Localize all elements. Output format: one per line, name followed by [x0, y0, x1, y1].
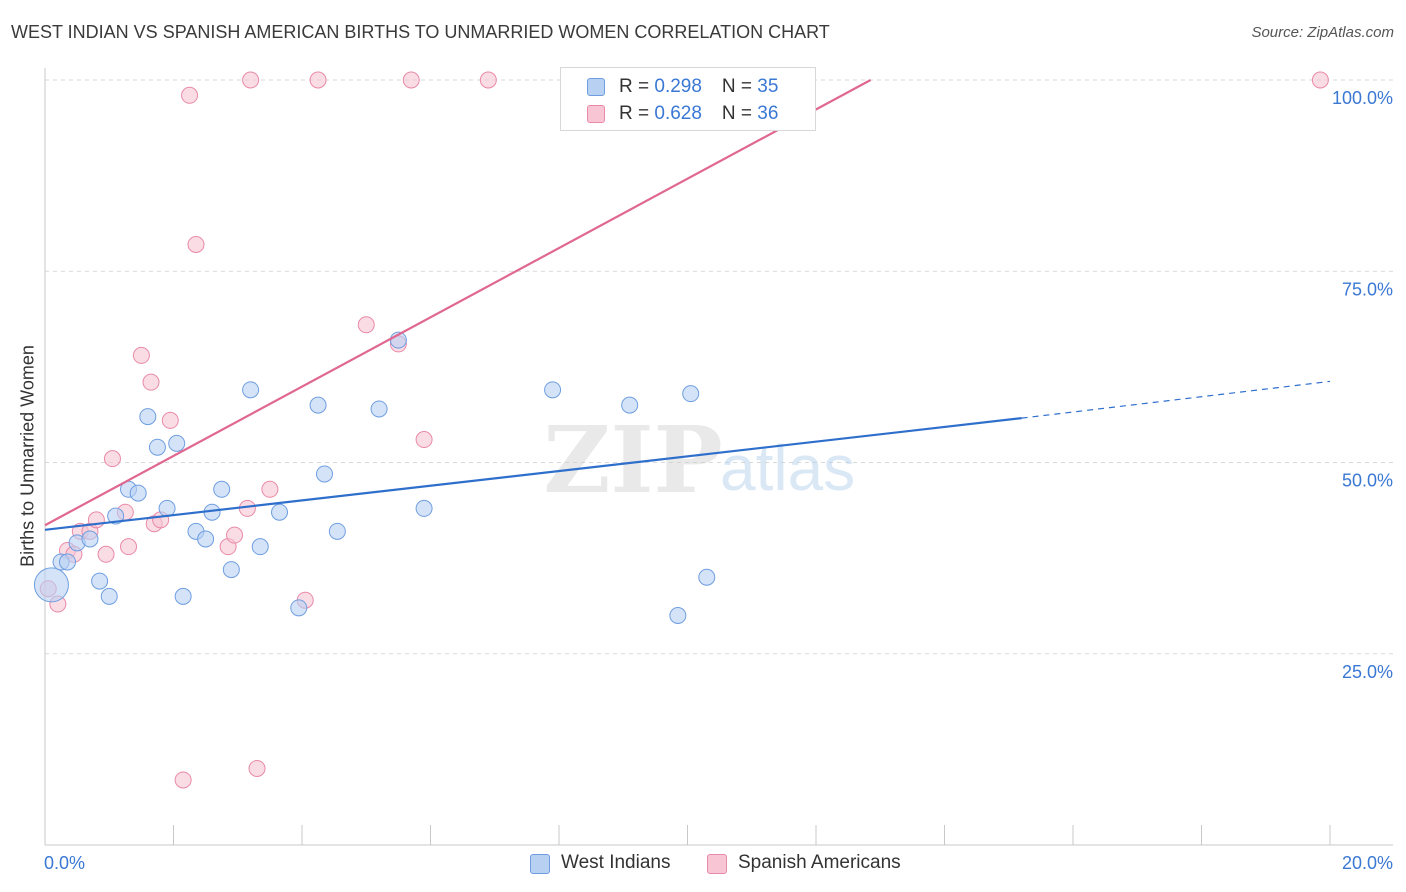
- gridlines: [45, 79, 1393, 655]
- legend-n-value: 35: [757, 76, 779, 97]
- west-indian-point: [682, 385, 700, 403]
- spanish-american-point: [181, 86, 199, 104]
- west-indian-point: [107, 507, 125, 525]
- west-indian-point: [242, 381, 260, 399]
- spanish-american-point: [132, 346, 150, 364]
- west-indian-point: [58, 553, 76, 571]
- spanish-american-point: [357, 316, 375, 334]
- west-indian-trend-extension: [1021, 380, 1331, 419]
- y-tick-label: 25.0%: [1342, 662, 1393, 682]
- west-indian-point: [370, 400, 388, 418]
- source-credit: Source: ZipAtlas.com: [1251, 24, 1394, 41]
- west-indian-point: [197, 530, 215, 548]
- west-indian-point: [33, 567, 69, 603]
- axes: [44, 68, 1393, 846]
- spanish-american-point: [402, 71, 420, 89]
- legend-r-value: 0.628: [654, 103, 702, 124]
- legend-item-spanish-americans[interactable]: Spanish Americans: [707, 851, 927, 877]
- x-tick-label: 20.0%: [1342, 853, 1393, 873]
- watermark: ZIP atlas: [543, 406, 855, 514]
- legend-label: West Indians: [561, 852, 671, 873]
- legend-n-value: 36: [757, 103, 779, 124]
- spanish-american-trend-line: [44, 79, 872, 527]
- spanish-american-point: [1311, 71, 1329, 89]
- trend-lines: [44, 79, 1331, 531]
- spanish-american-point: [415, 431, 433, 449]
- y-tick-label: 100.0%: [1332, 88, 1393, 108]
- west-indian-point: [328, 522, 346, 540]
- y-axis-label: Births to Unmarried Women: [17, 345, 38, 567]
- west-indian-point: [309, 396, 327, 414]
- west-indian-point: [415, 499, 433, 517]
- west-indian-point: [174, 587, 192, 605]
- west-indian-point: [148, 438, 166, 456]
- west-indian-point: [158, 499, 176, 517]
- spanish-american-point: [187, 235, 205, 253]
- legend-swatch-blue: [530, 854, 550, 874]
- west-indian-point: [100, 587, 118, 605]
- y-tick-label: 50.0%: [1342, 471, 1393, 491]
- west-indian-point: [81, 530, 99, 548]
- west-indian-trend-line: [44, 417, 1022, 531]
- tick-labels: 25.0% 50.0% 75.0% 100.0% 0.0% 20.0%: [44, 88, 1393, 873]
- legend-label: Spanish Americans: [738, 852, 901, 873]
- spanish-american-point: [309, 71, 327, 89]
- west-indian-point: [315, 465, 333, 483]
- legend-swatch-blue: [587, 78, 605, 96]
- spanish-american-point: [161, 411, 179, 429]
- west-indian-point: [669, 607, 687, 624]
- spanish-american-point: [226, 526, 244, 544]
- west-indian-point: [698, 568, 716, 586]
- west-indian-point: [544, 381, 562, 399]
- spanish-american-point: [174, 771, 192, 789]
- west-indian-point: [621, 396, 639, 414]
- spanish-american-point: [242, 71, 260, 89]
- spanish-american-point: [103, 450, 121, 468]
- west-indian-point: [271, 503, 289, 521]
- west-indian-point: [139, 408, 157, 426]
- legend-r-value: 0.298: [654, 76, 702, 97]
- west-indian-point: [168, 434, 186, 452]
- legend-swatch-pink: [707, 854, 727, 874]
- spanish-american-point: [261, 480, 279, 498]
- correlation-legend: R = 0.298 N = 35 R = 0.628 N = 36: [560, 67, 816, 131]
- legend-swatch-pink: [587, 105, 605, 123]
- legend-n-label: N =: [721, 103, 758, 124]
- chart-title: WEST INDIAN VS SPANISH AMERICAN BIRTHS T…: [11, 22, 830, 42]
- legend-n-label: N =: [721, 76, 758, 97]
- west-indian-point: [91, 572, 109, 590]
- legend-r-label: R =: [619, 103, 655, 124]
- spanish-american-point: [120, 538, 138, 556]
- y-tick-label: 75.0%: [1342, 279, 1393, 299]
- west-indian-point: [290, 599, 308, 617]
- watermark-atlas: atlas: [720, 432, 855, 504]
- x-tick-label: 0.0%: [44, 853, 85, 873]
- spanish-american-point: [97, 545, 115, 563]
- spanish-american-point: [142, 373, 160, 391]
- watermark-zip: ZIP: [543, 406, 722, 514]
- west-indian-point: [129, 484, 147, 502]
- legend-item-west-indians[interactable]: West Indians: [530, 851, 690, 877]
- west-indian-point: [251, 538, 269, 556]
- west-indian-point: [213, 480, 231, 498]
- spanish-american-point: [479, 71, 497, 89]
- spanish-american-point: [248, 760, 266, 777]
- legend-r-label: R =: [619, 76, 655, 97]
- west-indian-point: [222, 561, 240, 579]
